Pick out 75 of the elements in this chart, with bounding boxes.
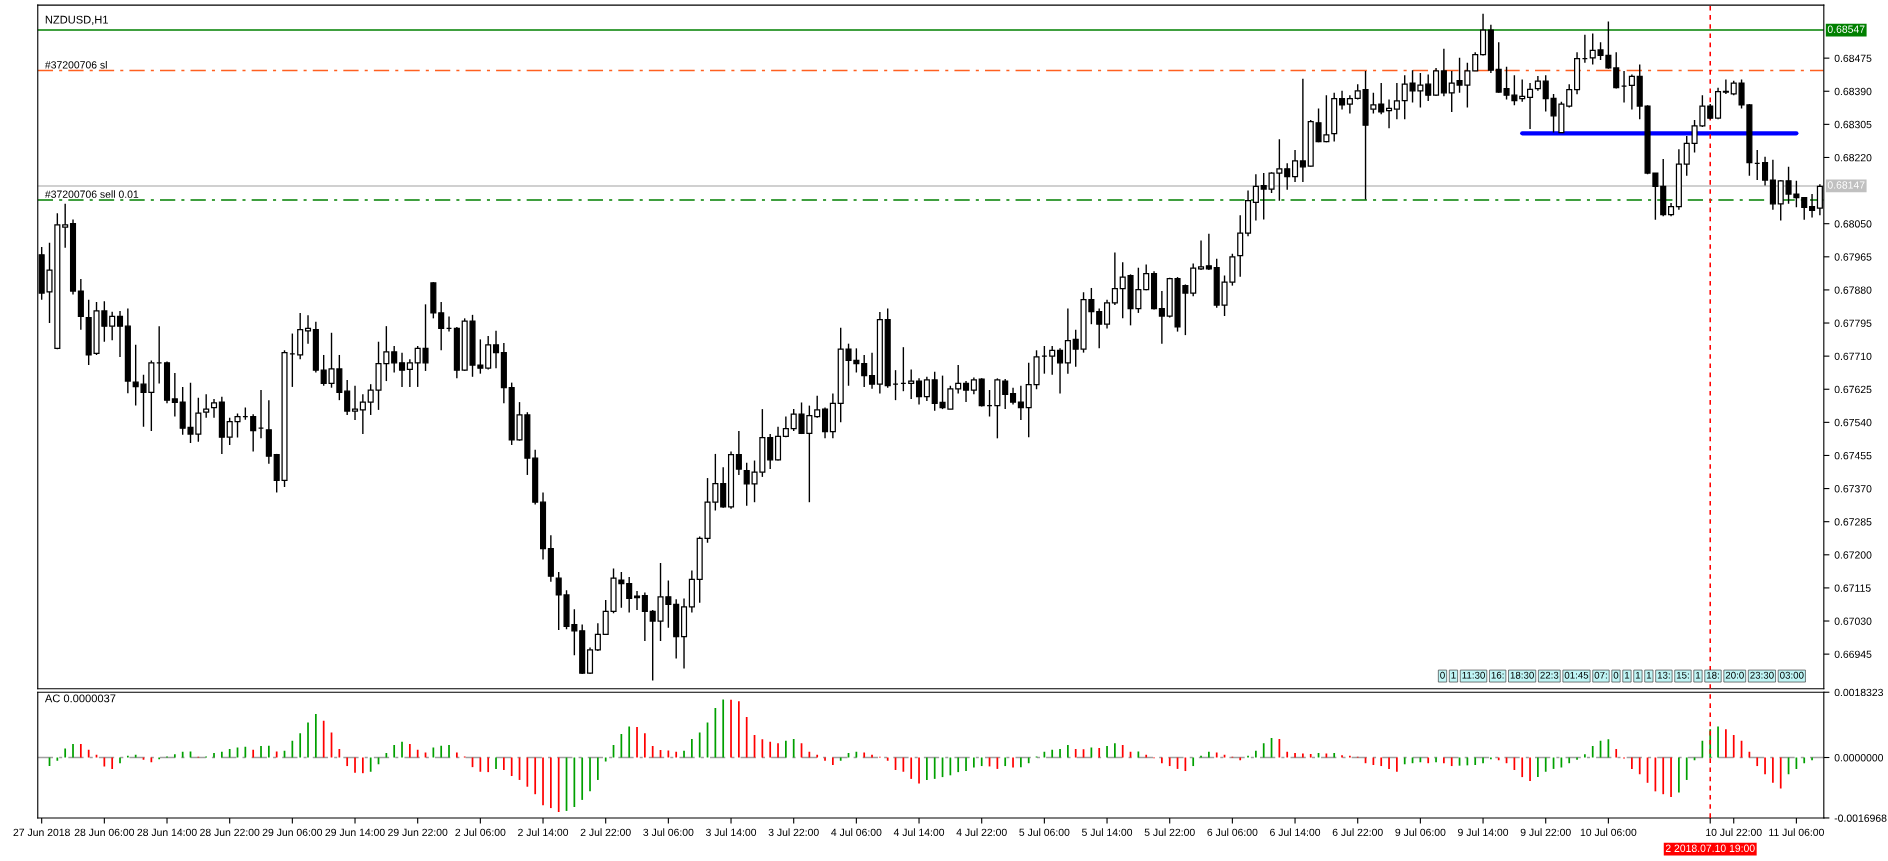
- annotation: 22:3: [1540, 671, 1559, 679]
- x-tick-label: 3 Jul 14:00: [705, 828, 757, 837]
- x-tick-label: 2 Jul 22:00: [580, 828, 631, 837]
- y-tick-label: 0.67115: [1834, 584, 1871, 592]
- x-tick-label: 10 Jul 22:00: [1706, 828, 1762, 837]
- annotation: 16:: [1491, 671, 1504, 679]
- annotation: 11:30: [1462, 671, 1485, 679]
- y-tick-label: 0.68390: [1834, 87, 1872, 96]
- annotation: 1: [1635, 671, 1641, 679]
- ref-line-label: 0.68547: [1827, 25, 1865, 33]
- annotation: 0: [1613, 671, 1619, 679]
- x-tick-label: 6 Jul 22:00: [1332, 828, 1383, 837]
- ref-line-label: #37200706 sl: [44, 60, 107, 69]
- x-tick-label: 5 Jul 06:00: [1019, 828, 1070, 837]
- y-tick-label: 0.68305: [1834, 120, 1872, 129]
- y-tick-label: 0.66945: [1834, 650, 1872, 659]
- x-tick-label: 4 Jul 14:00: [893, 828, 945, 837]
- x-tick-label: 2 Jul 06:00: [455, 828, 506, 837]
- x-tick-label: 27 Jun 2018: [13, 828, 70, 837]
- annotation: 03:00: [1780, 671, 1804, 679]
- x-tick-label: 6 Jul 06:00: [1207, 828, 1258, 837]
- annotation: 1: [1624, 671, 1630, 679]
- x-tick-label: 5 Jul 14:00: [1081, 828, 1133, 837]
- annotation: 07:: [1594, 671, 1607, 679]
- y-tick-label: 0.68050: [1834, 220, 1872, 228]
- x-tick-label: 9 Jul 14:00: [1458, 828, 1509, 837]
- x-tick-label: 9 Jul 06:00: [1395, 828, 1446, 837]
- annotation: 1: [1646, 671, 1652, 679]
- y-tick-label: 0.67200: [1834, 551, 1872, 559]
- y-tick-label: 0.67285: [1834, 518, 1872, 526]
- annotation: 13:: [1657, 671, 1670, 679]
- x-tick-label: 4 Jul 06:00: [831, 828, 882, 837]
- y-tick-label: 0.67880: [1834, 286, 1872, 294]
- x-tick-label: 28 Jun 22:00: [200, 828, 260, 837]
- annotation: 01:45: [1564, 671, 1589, 679]
- y-tick-label: 0.68220: [1834, 153, 1872, 162]
- y-tick-label: 0.0018323: [1834, 688, 1884, 697]
- x-tick-label: 4 Jul 22:00: [956, 828, 1007, 837]
- chart-title: AC 0.0000037: [44, 694, 116, 703]
- x-tick-label: 2 Jul 14:00: [518, 828, 569, 837]
- y-tick-label: 0.0000000: [1834, 754, 1884, 762]
- x-tick-label: 28 Jun 14:00: [137, 828, 197, 837]
- x-tick-label: 3 Jul 22:00: [768, 828, 819, 837]
- x-tick-label: 6 Jul 14:00: [1270, 828, 1321, 837]
- annotation: 18:: [1706, 671, 1719, 679]
- y-tick-label: 0.67710: [1834, 352, 1872, 361]
- annotation: 23:30: [1750, 671, 1774, 679]
- x-tick-label: 2 2018.07.10 19:00: [1665, 844, 1755, 852]
- x-tick-label: 11 Jul 06:00: [1769, 828, 1824, 837]
- annotation: 0: [1440, 671, 1445, 679]
- annotation: 1: [1451, 671, 1456, 679]
- y-tick-label: 0.67540: [1834, 418, 1872, 427]
- ref-line-label: #37200706 sell 0.01: [44, 190, 139, 198]
- y-tick-label: 0.67455: [1834, 451, 1872, 460]
- y-tick-label: 0.67030: [1834, 617, 1872, 625]
- ref-line-label: 0.68147: [1827, 181, 1865, 189]
- y-tick-label: 0.67370: [1834, 485, 1872, 493]
- x-tick-label: 10 Jul 06:00: [1580, 828, 1637, 837]
- annotation: 20:0: [1725, 671, 1744, 679]
- x-tick-label: 9 Jul 22:00: [1520, 828, 1571, 837]
- x-tick-label: 29 Jun 06:00: [262, 828, 323, 837]
- x-tick-label: 28 Jun 06:00: [74, 828, 135, 837]
- y-tick-label: 0.67625: [1834, 385, 1872, 394]
- y-tick-label: -0.0016968: [1834, 814, 1887, 822]
- x-tick-label: 5 Jul 22:00: [1144, 828, 1195, 837]
- x-tick-label: 29 Jun 22:00: [388, 828, 448, 837]
- x-tick-label: 29 Jun 14:00: [325, 828, 385, 837]
- annotation: 1: [1696, 671, 1701, 679]
- y-tick-label: 0.68475: [1834, 54, 1872, 63]
- annotation: 18:30: [1510, 671, 1534, 679]
- y-tick-label: 0.67965: [1834, 253, 1872, 261]
- x-tick-label: 3 Jul 06:00: [643, 828, 694, 837]
- annotation: 15:: [1676, 671, 1689, 679]
- text: NZDUSD,H1: [45, 15, 108, 25]
- y-tick-label: 0.67795: [1834, 319, 1872, 327]
